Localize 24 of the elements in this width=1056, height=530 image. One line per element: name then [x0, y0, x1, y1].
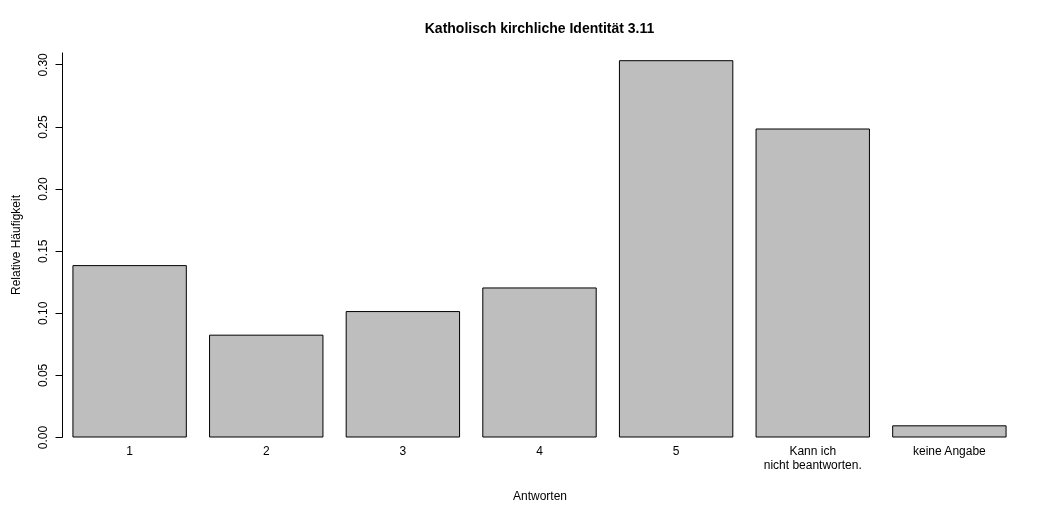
x-axis-title: Antworten — [512, 488, 568, 503]
chart-title: Katholisch kirchliche Identität 3.11 — [424, 20, 655, 36]
y-tick-label: 0.20 — [35, 177, 50, 201]
bar — [618, 60, 734, 438]
bar — [209, 334, 324, 438]
x-tick-label: 1 — [126, 443, 134, 458]
x-tick-label: Kann ich nicht beantworten. — [763, 443, 862, 472]
y-tick-label: 0.30 — [35, 52, 50, 77]
y-tick-label: 0.05 — [35, 363, 50, 388]
bar — [345, 311, 461, 438]
x-tick-label: 4 — [536, 443, 544, 458]
y-tick-label: 0.10 — [35, 301, 50, 325]
y-tick-label: 0.00 — [35, 425, 50, 450]
x-tick-label: 5 — [672, 443, 680, 458]
bar — [482, 287, 597, 438]
bar — [72, 265, 187, 438]
y-tick-label: 0.25 — [35, 115, 50, 139]
y-axis-title: Relative Häufigkeit — [8, 194, 23, 296]
x-tick-label: 2 — [262, 443, 270, 458]
x-tick-label: keine Angabe — [913, 443, 987, 458]
x-tick-label: 3 — [399, 443, 407, 458]
bar — [892, 425, 1007, 438]
bar — [755, 128, 870, 438]
y-tick-label: 0.15 — [35, 239, 50, 263]
